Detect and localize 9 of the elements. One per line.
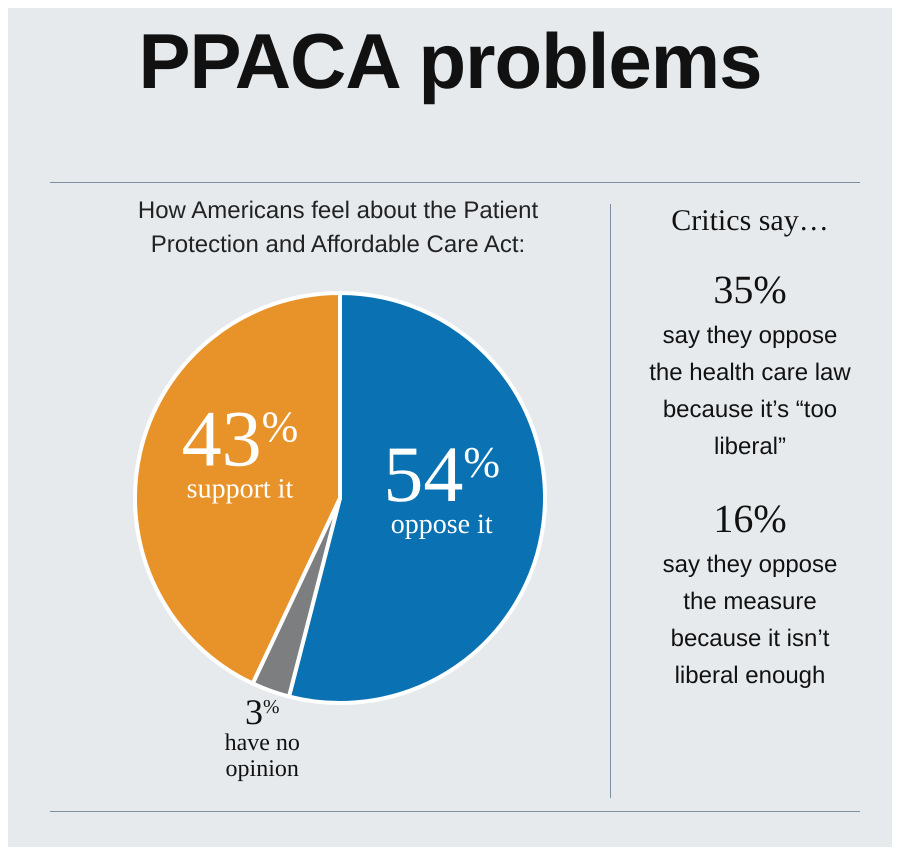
data-label: 3$^{%}$ [244,692,280,732]
text: Critics say… [670,204,830,238]
text: say they oppose the health care law because it’s “too liberal” [648,321,852,462]
text: 35% [712,266,788,313]
chart-title: PPACA problems [137,16,763,107]
chart-subtitle: How Americans feel about the Patient Protection and Affordable Care Act: [136,196,540,260]
text: 16% [712,495,788,542]
text: say they oppose the measure because it isn’t liberal enough [662,550,838,691]
slice-label: have no opinion [224,730,300,782]
